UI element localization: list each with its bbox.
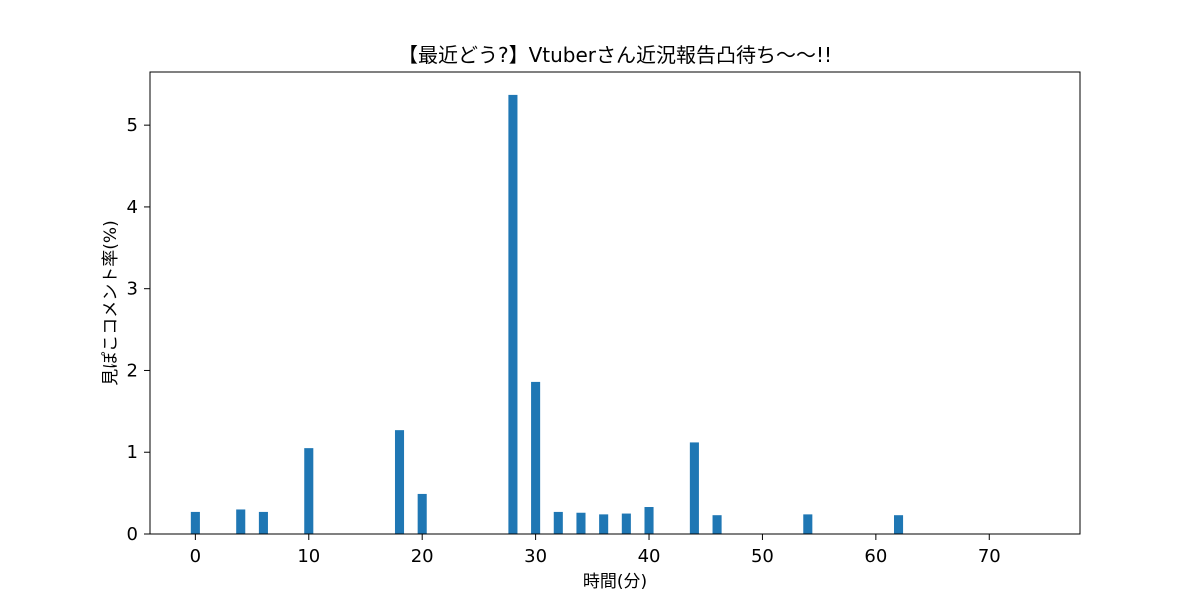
bar <box>621 513 631 534</box>
bar <box>576 512 586 534</box>
x-tick-label: 60 <box>864 546 887 567</box>
bar <box>644 507 654 534</box>
x-tick-label: 70 <box>978 546 1001 567</box>
x-axis-ticks: 0 10 20 30 40 50 60 70 <box>190 534 1001 567</box>
y-tick-label: 1 <box>127 442 138 463</box>
y-tick-label: 2 <box>127 360 138 381</box>
y-axis-ticks: 0 1 2 3 4 5 <box>127 115 150 545</box>
y-tick-label: 3 <box>127 279 138 300</box>
bar <box>712 515 722 534</box>
bar <box>236 509 246 534</box>
x-axis-label: 時間(分) <box>583 572 647 592</box>
bars-layer <box>190 94 904 535</box>
x-tick-label: 20 <box>411 546 434 567</box>
x-tick-label: 40 <box>638 546 661 567</box>
bar <box>531 381 541 534</box>
x-tick-label: 0 <box>190 546 201 567</box>
bar <box>258 511 268 534</box>
bar <box>190 511 200 534</box>
bar <box>304 448 314 534</box>
bar <box>508 94 518 535</box>
plot-frame <box>149 71 1081 535</box>
y-tick-label: 5 <box>127 115 138 136</box>
bar <box>894 515 904 534</box>
y-tick-label: 0 <box>127 524 138 545</box>
chart-title: 【最近どう?】Vtuberさん近況報告凸待ち〜〜!! <box>398 43 832 67</box>
x-tick-label: 30 <box>524 546 547 567</box>
bar <box>417 493 427 534</box>
x-tick-label: 10 <box>297 546 320 567</box>
bar <box>553 511 563 534</box>
bar <box>599 514 609 534</box>
bar <box>394 430 405 534</box>
x-tick-label: 50 <box>751 546 774 567</box>
y-tick-label: 4 <box>127 197 138 218</box>
bar <box>803 514 813 534</box>
bar <box>689 442 699 534</box>
y-axis-label: 見ぽこコメント率(%) <box>101 220 121 385</box>
